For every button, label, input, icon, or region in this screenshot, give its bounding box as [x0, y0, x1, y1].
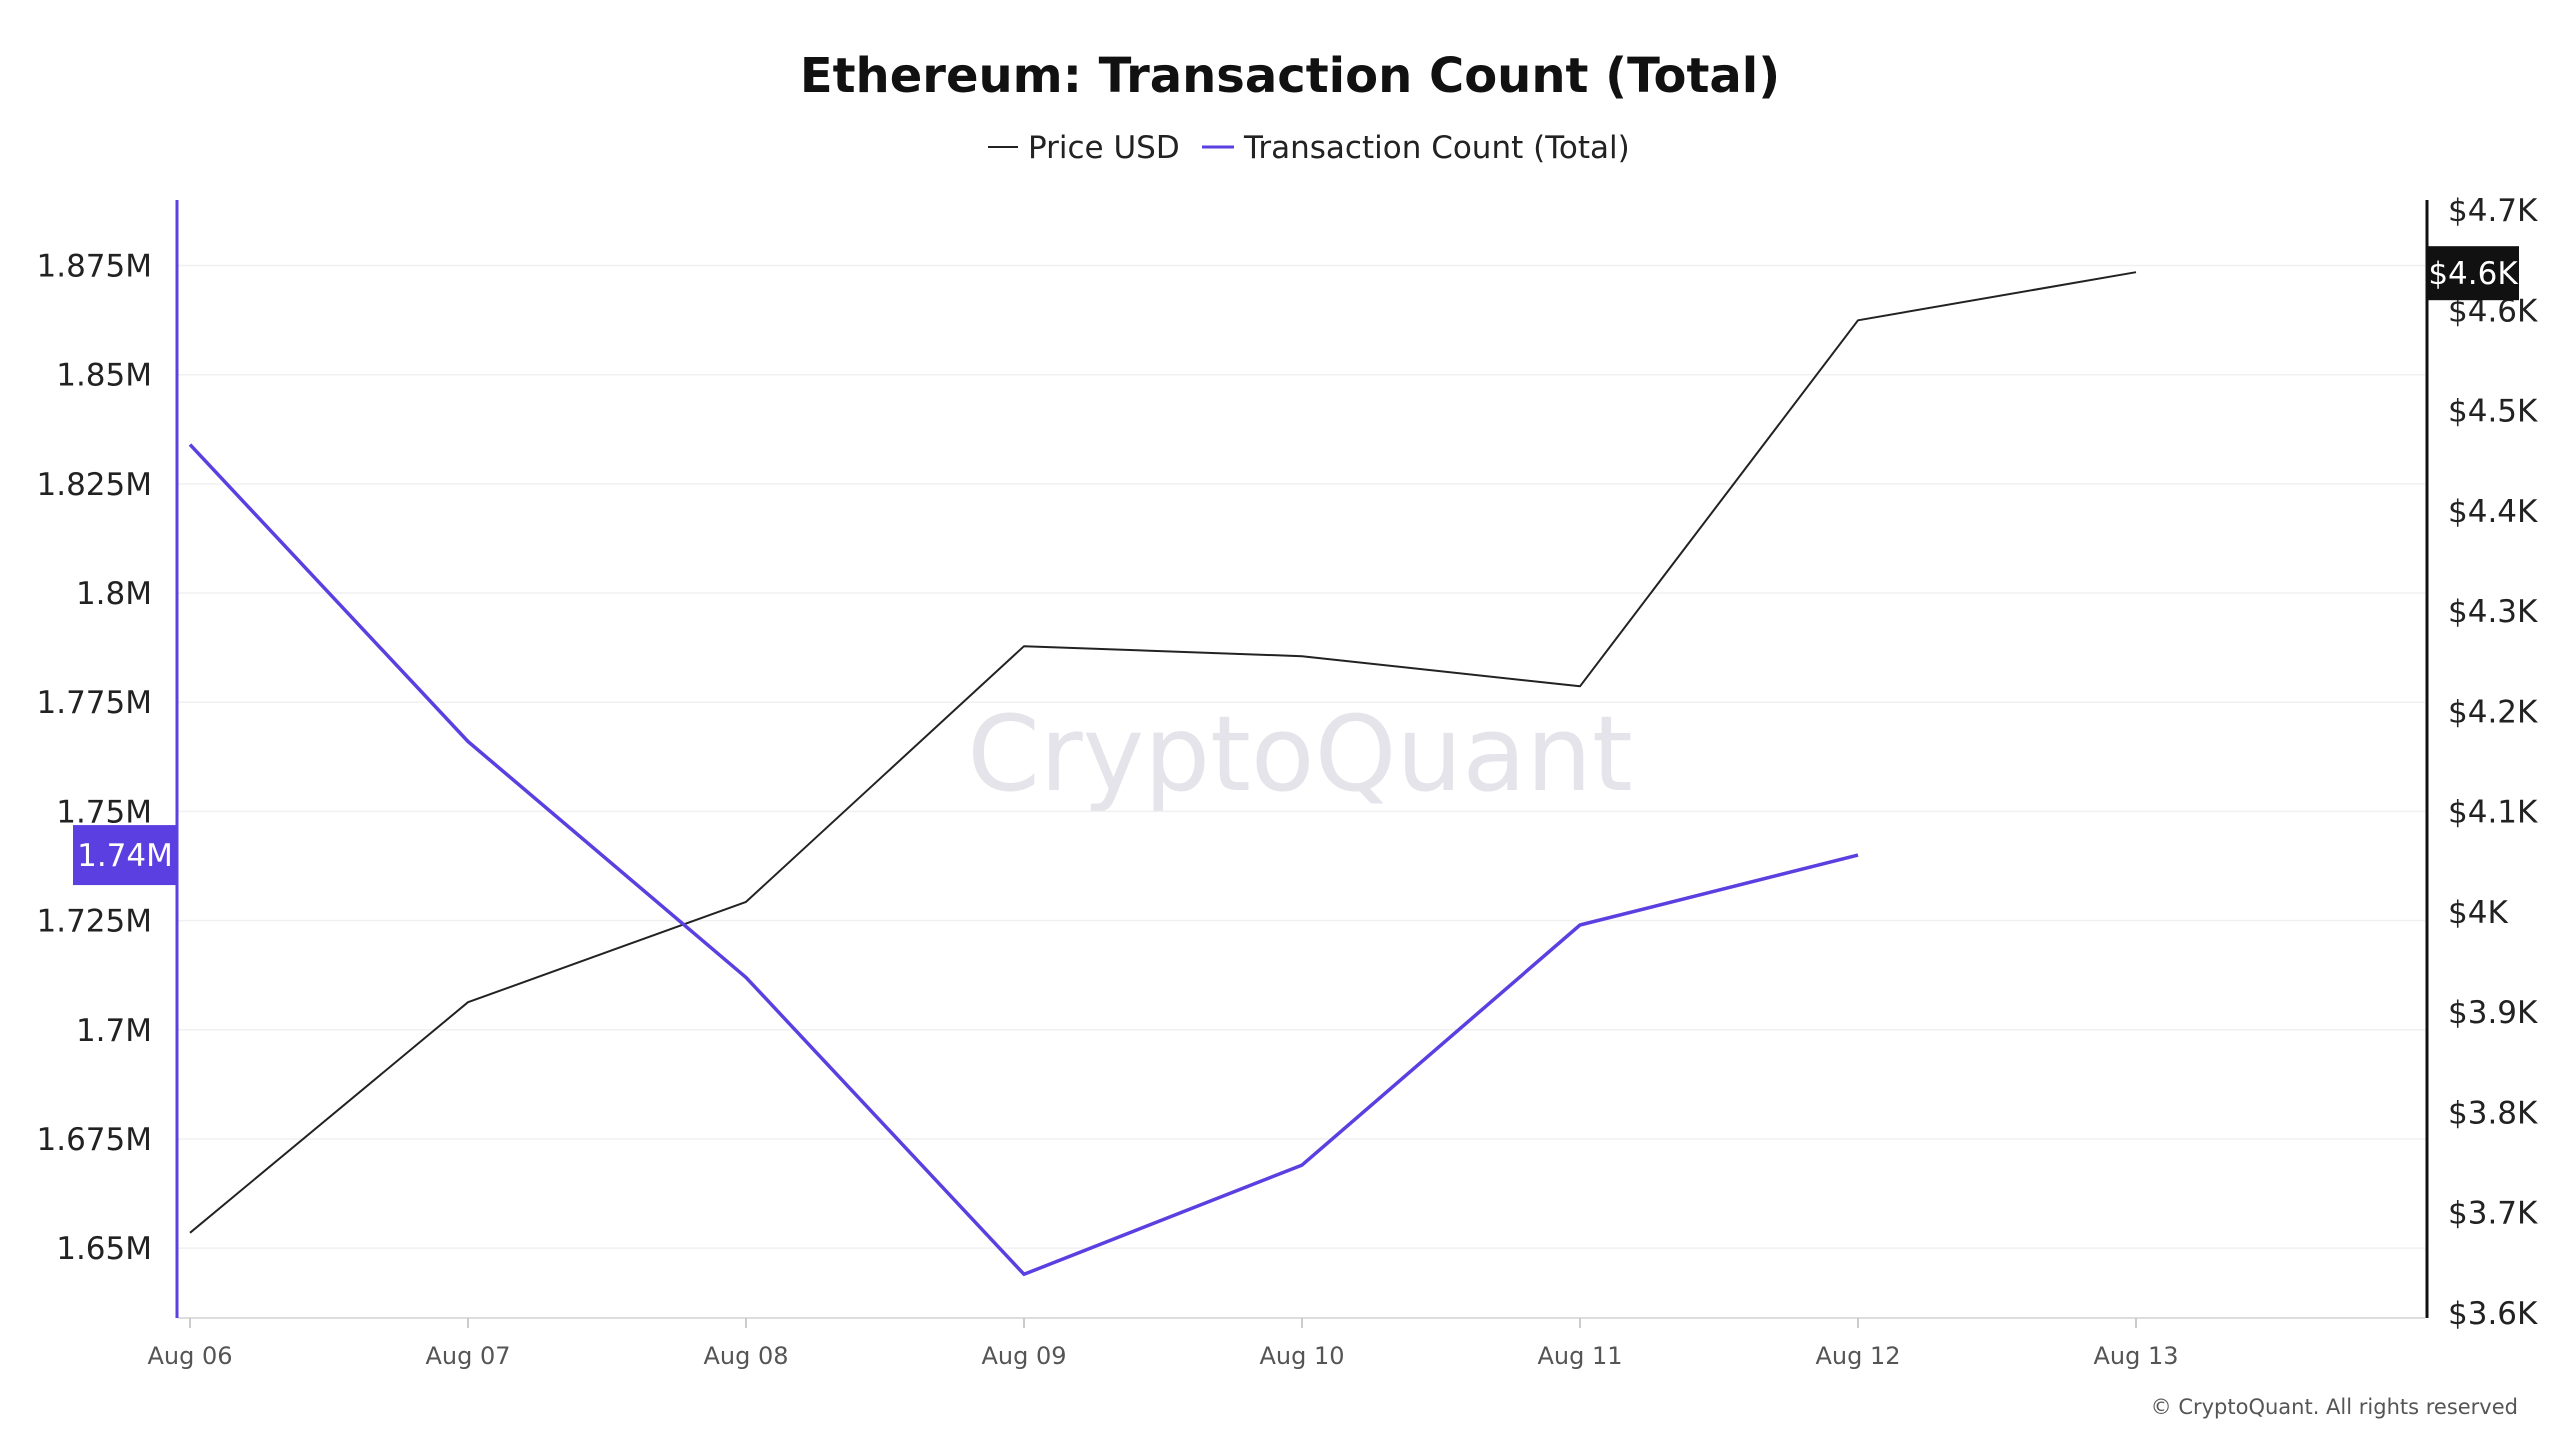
left-tick-label: 1.85M — [56, 358, 152, 394]
legend: Price USD Transaction Count (Total) — [988, 130, 1630, 166]
left-tick-label: 1.7M — [76, 1013, 152, 1049]
left-tick-label: 1.725M — [37, 904, 153, 940]
current-value-badges: 1.74M $4.6K — [73, 246, 2519, 886]
right-current-badge-label: $4.6K — [2428, 256, 2518, 292]
right-tick-label: $3.7K — [2448, 1196, 2538, 1232]
right-tick-label: $3.6K — [2448, 1296, 2538, 1332]
x-tick-label: Aug 08 — [703, 1342, 788, 1370]
x-tick-label: Aug 10 — [1259, 1342, 1344, 1370]
right-tick-label: $4.7K — [2448, 193, 2538, 229]
x-tick-label: Aug 11 — [1537, 1342, 1622, 1370]
x-tick-label: Aug 13 — [2093, 1342, 2178, 1370]
copyright: © CryptoQuant. All rights reserved — [2151, 1395, 2518, 1419]
right-tick-label: $4.3K — [2448, 594, 2538, 630]
watermark: CryptoQuant — [967, 693, 1633, 815]
right-tick-label: $4.1K — [2448, 795, 2538, 831]
series-lines — [188, 271, 2137, 1277]
left-tick-label: 1.75M — [56, 794, 152, 830]
left-current-badge-label: 1.74M — [77, 838, 173, 874]
left-tick-label: 1.65M — [56, 1231, 152, 1267]
price-line — [189, 271, 2137, 1234]
chart-title: Ethereum: Transaction Count (Total) — [800, 48, 1780, 104]
x-tick-label: Aug 09 — [981, 1342, 1066, 1370]
legend-item-transactions[interactable]: Transaction Count (Total) — [1202, 130, 1630, 166]
left-tick-label: 1.875M — [37, 249, 153, 285]
right-current-badge — [2427, 246, 2519, 301]
right-axis-ticks: $3.6K $3.7K $3.8K $3.9K $4K $4.1K $4.2K $4.3K $4… — [2448, 193, 2538, 1332]
x-axis-ticks: Aug 06 Aug 07 Aug 08 Aug 09 Aug 10 Aug 11 Aug … — [147, 1318, 2179, 1370]
left-tick-label: 1.825M — [37, 467, 153, 503]
x-tick-label: Aug 12 — [1815, 1342, 1900, 1370]
right-tick-label: $4K — [2448, 895, 2508, 931]
x-tick-label: Aug 07 — [425, 1342, 510, 1370]
right-tick-label: $3.9K — [2448, 995, 2538, 1031]
legend-item-price[interactable]: Price USD — [988, 130, 1180, 166]
left-tick-label: 1.8M — [76, 576, 152, 612]
right-tick-label: $4.4K — [2448, 494, 2538, 530]
left-current-badge — [73, 825, 177, 886]
right-tick-label: $4.2K — [2448, 694, 2538, 730]
transaction-count-line — [188, 443, 1859, 1277]
left-tick-label: 1.775M — [37, 685, 153, 721]
right-tick-label: $4.5K — [2448, 394, 2538, 430]
left-axis-ticks: 1.65M 1.675M 1.7M 1.725M 1.75M 1.775M 1.8M 1.82… — [37, 249, 153, 1268]
legend-label-transactions: Transaction Count (Total) — [1243, 130, 1630, 166]
legend-label-price: Price USD — [1028, 130, 1180, 166]
x-tick-label: Aug 06 — [147, 1342, 232, 1370]
right-tick-label: $3.8K — [2448, 1095, 2538, 1131]
left-tick-label: 1.675M — [37, 1122, 153, 1158]
